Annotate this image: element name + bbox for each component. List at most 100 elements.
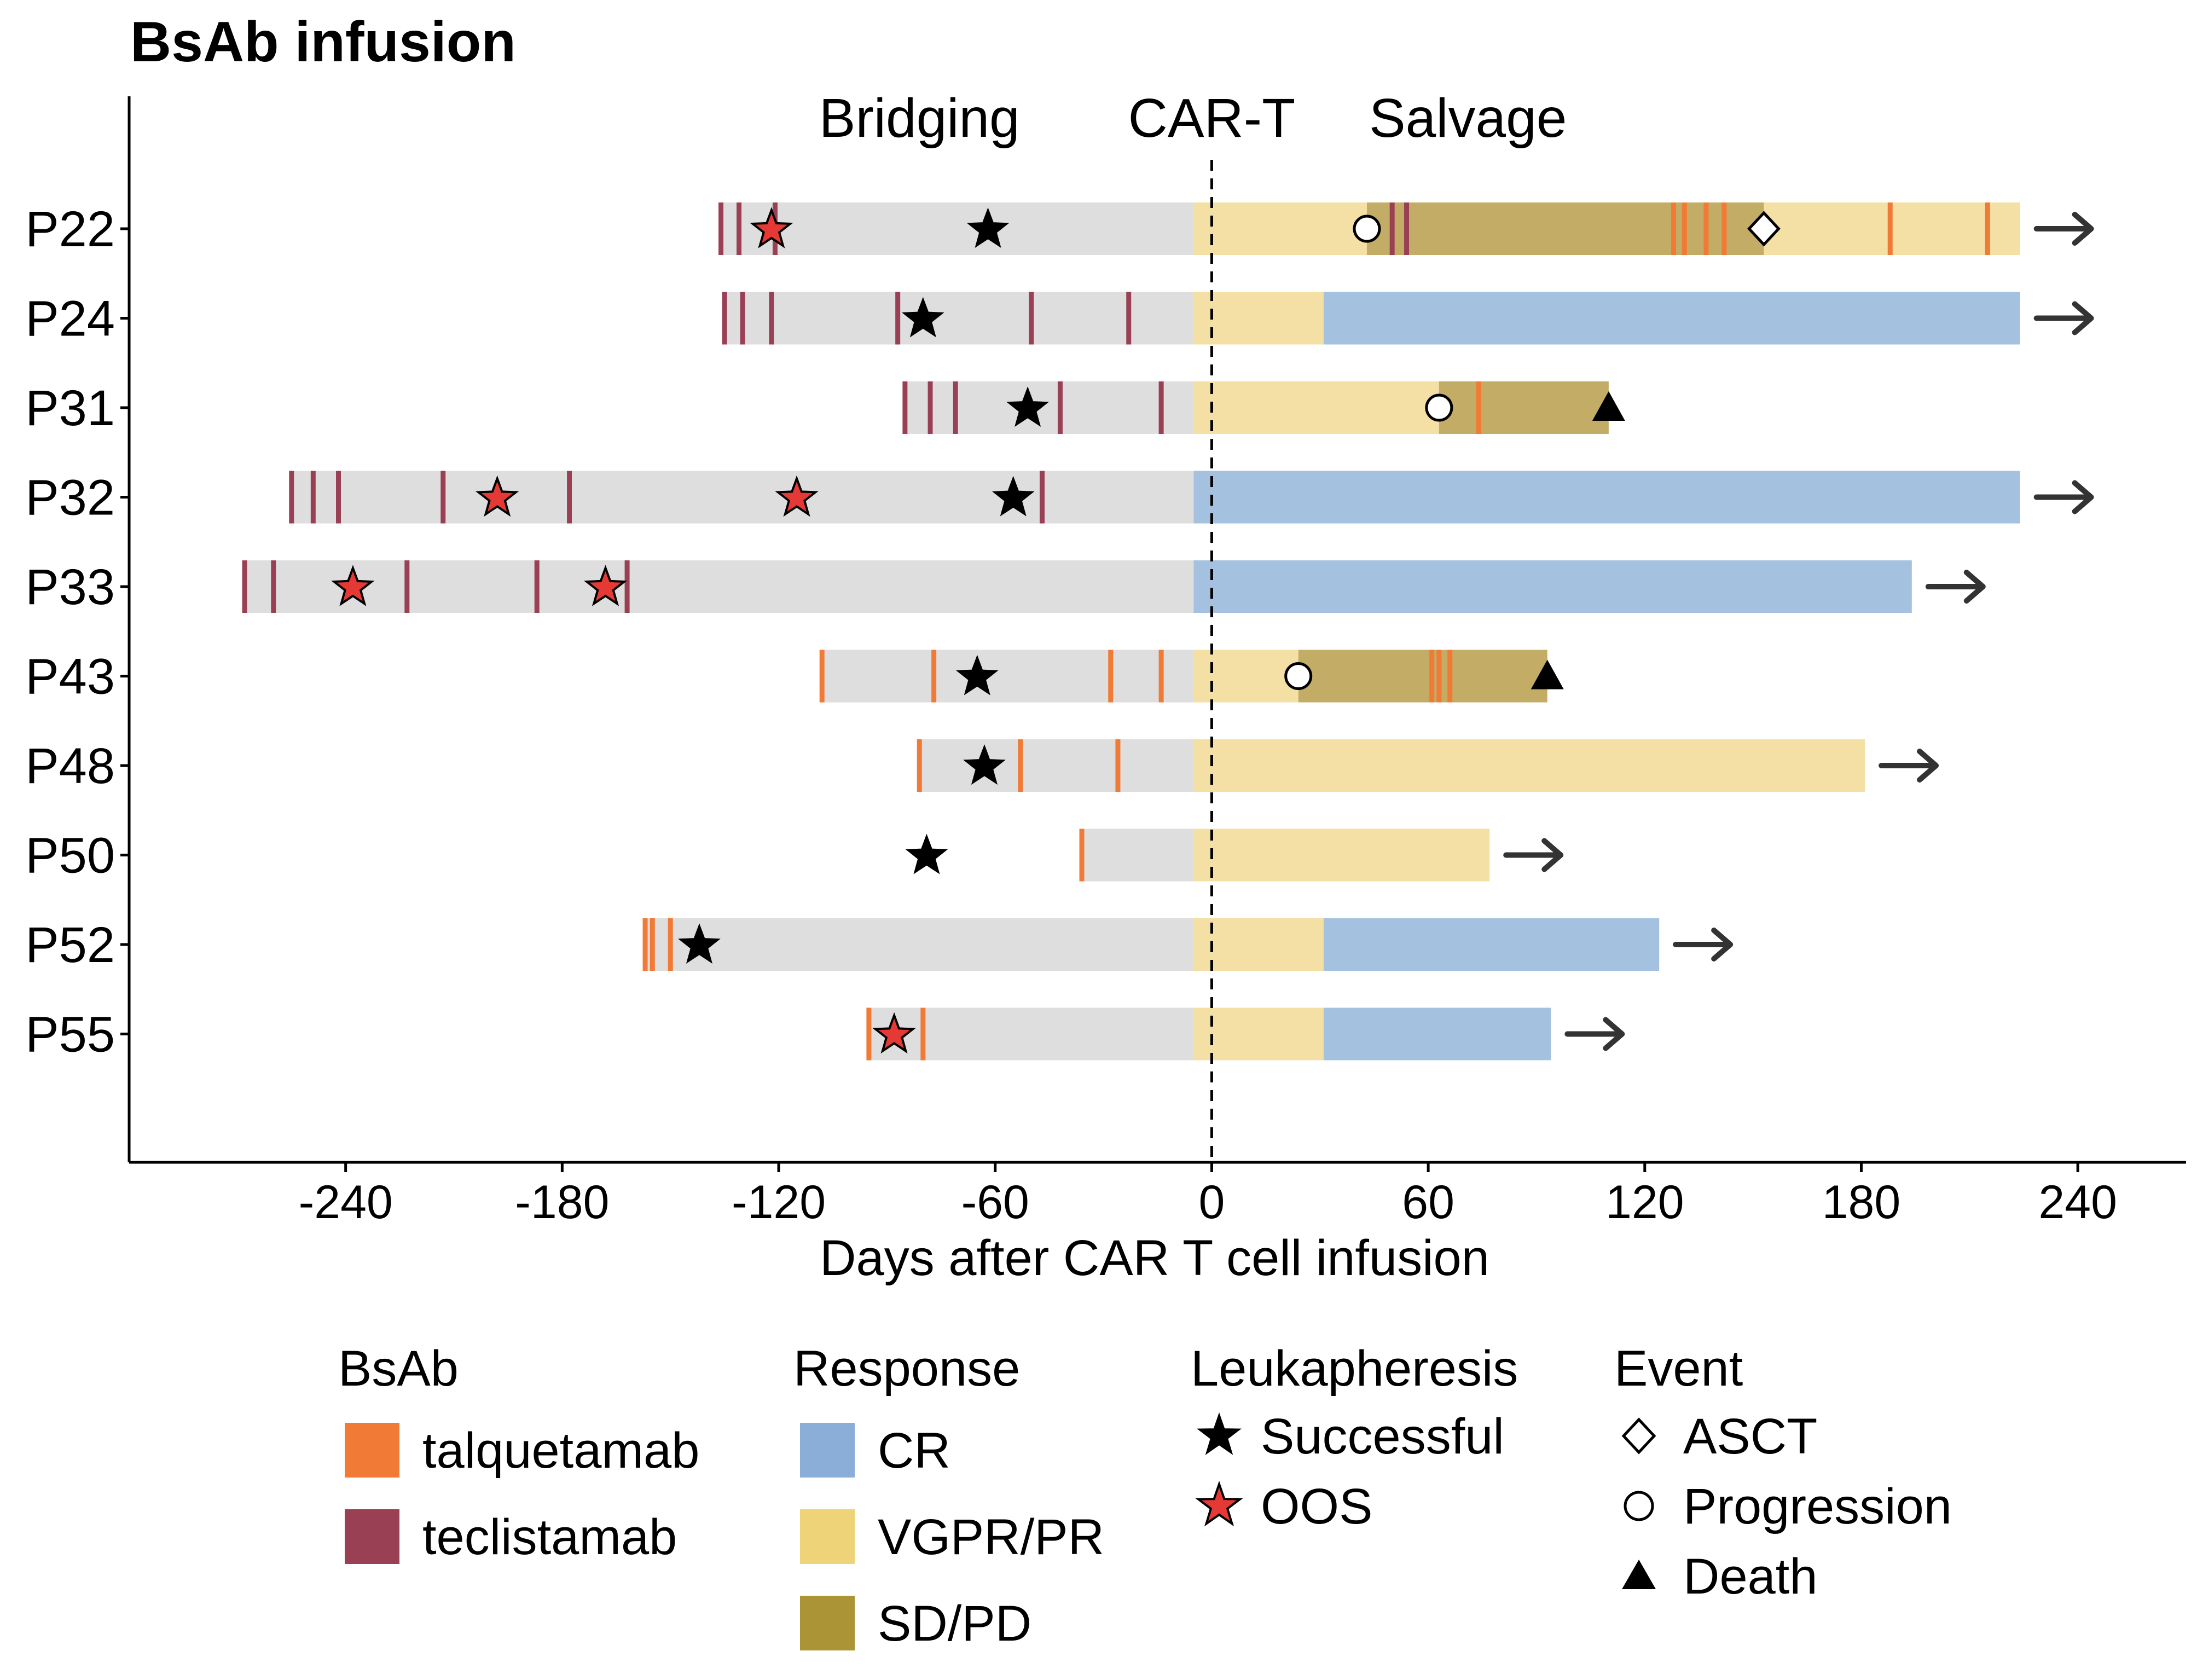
death-marker [1531, 659, 1564, 690]
y-tick-label: P52 [25, 917, 115, 973]
ongoing-arrow [1879, 749, 1939, 783]
response-segment [1439, 381, 1609, 434]
chart-title: BsAb infusion [130, 10, 516, 74]
response-segment [1193, 650, 1299, 703]
ongoing-arrow [1673, 928, 1734, 961]
response-segment [1193, 292, 1324, 345]
response-segment [1193, 739, 1865, 792]
ongoing-arrow [2033, 301, 2094, 335]
legend-label: OOS [1261, 1479, 1372, 1534]
successful-star-marker [992, 476, 1035, 517]
oos-star-marker [331, 565, 375, 606]
legend-swatch [345, 1509, 399, 1564]
response-segment [1193, 381, 1439, 434]
response-segment [1323, 292, 2020, 345]
y-tick-label: P50 [25, 828, 115, 884]
response-segment [1298, 650, 1547, 703]
legend-swatch [800, 1596, 855, 1650]
legend-star-icon [1197, 1412, 1242, 1455]
bridging-bar [721, 202, 1194, 255]
legend: BsAb talquetamab teclistamab Response CR VGPR… [338, 1341, 1952, 1652]
progression-marker [1425, 393, 1453, 422]
plot-area: Bridging CAR-T Salvage P22 P24 P31 P32 P33 P43 P4… [25, 88, 2186, 1229]
legend-title: Response [793, 1341, 1020, 1397]
legend-label: teclistamab [422, 1509, 677, 1565]
legend-label: VGPR/PR [878, 1509, 1104, 1565]
y-tick-label: P22 [25, 201, 115, 257]
successful-star-marker [963, 744, 1006, 785]
bridging-bar [245, 560, 1194, 613]
y-tick-label: P33 [25, 559, 115, 615]
legend-label: CR [878, 1423, 950, 1479]
y-tick-label: P31 [25, 380, 115, 436]
ongoing-arrow [2033, 480, 2094, 514]
phase-label: Bridging [819, 88, 1020, 149]
successful-star-marker [901, 297, 944, 338]
legend-death-icon [1622, 1560, 1656, 1589]
response-segment [1366, 202, 1764, 255]
legend-label: Successful [1261, 1409, 1504, 1464]
progression-marker [1353, 215, 1381, 243]
legend-swatch [800, 1509, 855, 1564]
response-segment [1323, 918, 1660, 971]
response-segment [1193, 1007, 1324, 1061]
x-axis-label: Days after CAR T cell infusion [820, 1230, 1489, 1286]
progression-marker [1284, 662, 1313, 690]
x-tick-label: -240 [299, 1176, 393, 1229]
oos-star-marker [872, 1012, 916, 1054]
successful-star-marker [966, 207, 1010, 248]
legend-label: Progression [1683, 1479, 1952, 1534]
x-tick-label: -120 [732, 1176, 826, 1229]
legend-title: BsAb [338, 1341, 459, 1397]
y-tick-label: P32 [25, 470, 115, 526]
bridging-bar [645, 918, 1194, 971]
x-tick-label: 0 [1198, 1176, 1225, 1229]
x-tick-label: 180 [1822, 1176, 1901, 1229]
y-tick-label: P24 [25, 291, 115, 347]
x-tick-label: 240 [2038, 1176, 2117, 1229]
asct-marker [1747, 211, 1781, 247]
x-tick-label: 60 [1402, 1176, 1454, 1229]
successful-star-marker [905, 833, 948, 874]
x-tick-label: 120 [1605, 1176, 1684, 1229]
legend-label: SD/PD [878, 1596, 1031, 1652]
ongoing-arrow [2033, 212, 2094, 246]
x-tick-label: -60 [961, 1176, 1029, 1229]
ongoing-arrow [1925, 570, 1986, 604]
response-segment [1193, 202, 1367, 255]
bridging-bar [822, 650, 1194, 703]
ongoing-arrow [1564, 1017, 1625, 1051]
y-tick-label: P55 [25, 1007, 115, 1063]
legend-star-icon [1195, 1480, 1243, 1527]
ongoing-arrow [1503, 838, 1564, 872]
response-segment [1193, 471, 2020, 524]
bridging-bar [724, 292, 1194, 345]
legend-title: Event [1614, 1341, 1743, 1397]
bridging-bar [868, 1007, 1194, 1061]
successful-star-marker [1006, 386, 1049, 427]
legend-title: Leukapheresis [1191, 1341, 1518, 1397]
x-tick-label: -180 [515, 1176, 609, 1229]
phase-label: Salvage [1369, 88, 1567, 149]
legend-asct-icon [1621, 1417, 1656, 1455]
legend-label: ASCT [1683, 1409, 1817, 1464]
response-segment [1323, 1007, 1551, 1061]
response-segment [1193, 829, 1490, 882]
legend-label: talquetamab [422, 1423, 699, 1479]
legend-progression-icon [1624, 1491, 1654, 1521]
legend-swatch [800, 1423, 855, 1478]
legend-swatch [345, 1423, 399, 1478]
oos-star-marker [775, 475, 819, 517]
phase-label: CAR-T [1128, 88, 1296, 149]
bridging-bar [291, 471, 1194, 524]
successful-star-marker [955, 654, 999, 696]
response-segment [1193, 918, 1324, 971]
bridging-bar [905, 381, 1194, 434]
bridging-bar [919, 739, 1194, 792]
response-segment [1193, 560, 1912, 613]
legend-label: Death [1683, 1549, 1818, 1604]
bridging-bar [1082, 829, 1194, 882]
death-marker [1592, 391, 1625, 421]
y-tick-label: P43 [25, 649, 115, 705]
